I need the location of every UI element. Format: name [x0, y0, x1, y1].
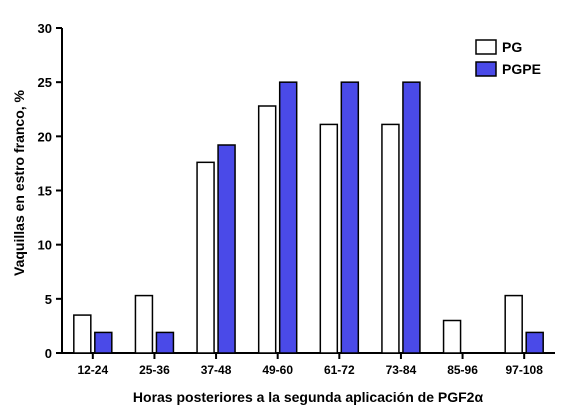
legend-swatch-pg	[475, 39, 497, 55]
x-tick-label: 85-96	[447, 363, 478, 377]
bar-pg-49-60	[257, 105, 277, 354]
x-tick-label: 73-84	[386, 363, 417, 377]
bars	[73, 81, 544, 354]
y-tick-label: 30	[38, 21, 52, 36]
legend-label-pg: PG	[502, 39, 522, 55]
x-axis: 12-24 25-36 37-48 49-60 61-72 73-84 85-96 97-10…	[62, 352, 555, 377]
x-axis-title: Horas posteriores a la segunda aplicació…	[133, 389, 484, 405]
y-tick-label: 0	[45, 346, 52, 361]
x-tick-label: 37-48	[201, 363, 232, 377]
y-tick-label: 5	[45, 292, 52, 307]
bar-pgpe-61-72	[340, 81, 360, 354]
bar-pg-97-108	[504, 294, 523, 354]
bar-pg-25-36	[134, 294, 154, 354]
y-axis-title: Vaquillas en estro franco, %	[11, 89, 27, 276]
x-tick-label: 12-24	[77, 363, 108, 377]
y-tick-label: 25	[38, 75, 52, 90]
legend-swatch-pgpe	[475, 61, 497, 77]
y-axis: 0 5 10 15 20 25 30	[38, 21, 63, 361]
bar-pgpe-12-24	[94, 331, 113, 354]
bar-pg-61-72	[319, 123, 339, 354]
bar-pgpe-37-48	[217, 144, 236, 354]
bar-pg-73-84	[381, 123, 400, 354]
bar-pg-12-24	[73, 314, 92, 354]
y-tick-label: 15	[38, 184, 52, 199]
x-tick-label: 61-72	[324, 363, 355, 377]
legend-label-pgpe: PGPE	[502, 61, 541, 77]
bar-pg-85-96	[442, 319, 462, 354]
bar-pgpe-49-60	[278, 81, 298, 354]
bar-pg-37-48	[196, 161, 215, 354]
y-tick-label: 10	[38, 238, 52, 253]
bar-pgpe-25-36	[155, 331, 175, 354]
bar-pgpe-97-108	[525, 331, 544, 354]
legend: PG PGPE	[475, 39, 541, 77]
y-tick-label: 20	[38, 129, 52, 144]
x-tick-label: 97-108	[506, 363, 544, 377]
bar-pgpe-73-84	[402, 81, 421, 354]
x-tick-label: 25-36	[139, 363, 170, 377]
x-tick-label: 49-60	[262, 363, 293, 377]
